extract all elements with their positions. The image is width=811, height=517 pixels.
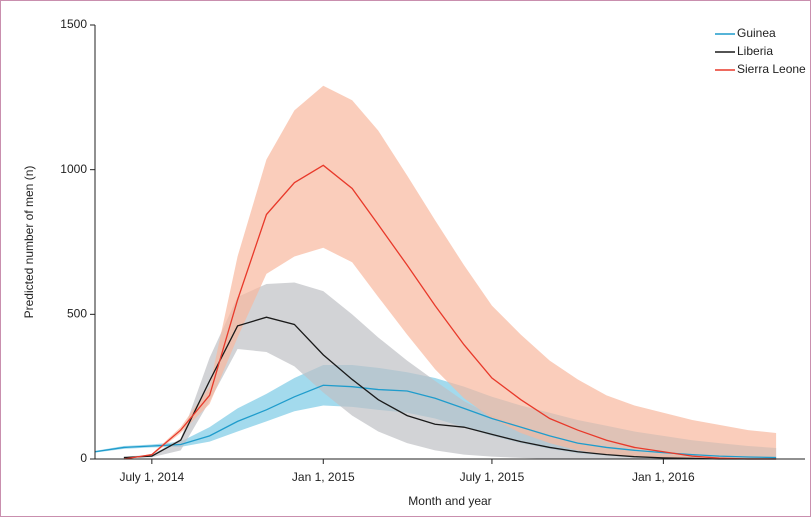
legend-label: Sierra Leone [737,62,806,76]
legend-label: Guinea [737,26,776,40]
y-tick-label: 1500 [60,17,87,31]
series-line [123,164,777,460]
x-tick-label: July 1, 2015 [460,470,525,484]
confidence-band [123,282,777,459]
y-tick-label: 1000 [60,162,87,176]
y-axis-label: Predicted number of men (n) [22,166,36,319]
legend-label: Liberia [737,44,773,58]
x-tick-label: July 1, 2014 [119,470,184,484]
y-tick-label: 0 [80,451,87,465]
series-line [123,316,777,460]
y-tick-label: 500 [67,307,87,321]
x-tick-label: Jan 1, 2015 [292,470,355,484]
x-tick-label: Jan 1, 2016 [632,470,695,484]
confidence-band [123,85,777,459]
series-line [94,384,777,459]
x-axis-label: Month and year [408,494,491,508]
